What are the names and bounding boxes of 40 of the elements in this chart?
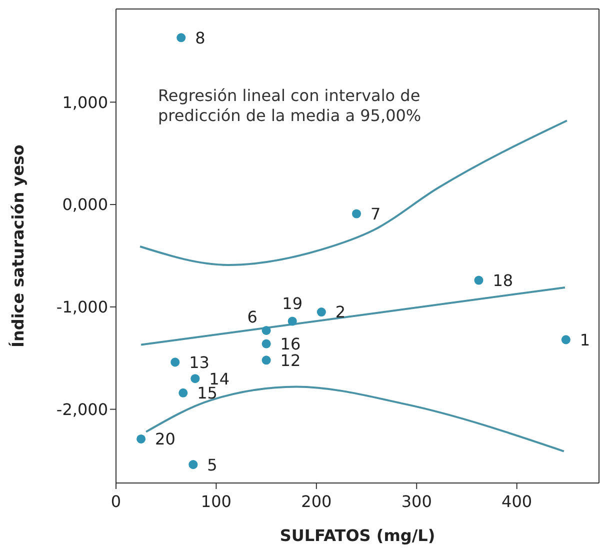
point (352, 209, 362, 218)
point (288, 316, 297, 326)
x-tick-label: 300 (401, 492, 432, 511)
annotation: 18 (492, 270, 514, 290)
point (561, 335, 570, 344)
point (474, 276, 484, 285)
point (262, 356, 271, 365)
x-tick-label: 100 (200, 492, 232, 511)
y-tick-label: 1,000 (62, 92, 108, 112)
annotation: 5 (207, 455, 218, 474)
x-tick-label: 400 (502, 492, 532, 511)
annotation: Regresión lineal con intervalo de predicción de la media a 95,00% (158, 86, 422, 126)
annotation: 12 (280, 350, 301, 370)
annotation: 19 (282, 294, 303, 314)
annotation: 7 (370, 204, 381, 224)
x-tick-label: 200 (301, 492, 332, 511)
point (316, 308, 326, 317)
point (176, 33, 186, 42)
line-series (145, 386, 565, 452)
annotation: 16 (280, 334, 301, 354)
annotation: 6 (247, 307, 258, 326)
annotation: 1 (580, 330, 590, 350)
y-tick-label: -1,000 (56, 298, 108, 317)
x-axis-title: SULFATOS (mg/L) (280, 526, 436, 545)
annotation: 20 (155, 430, 176, 449)
annotation: 15 (197, 384, 218, 403)
point (136, 434, 146, 444)
point (188, 460, 198, 470)
annotation: 2 (335, 302, 346, 322)
y-axis-title: Índice saturación yeso (8, 144, 28, 348)
point (190, 374, 200, 384)
x-tick-label: 0 (110, 492, 122, 511)
annotation: 8 (195, 28, 206, 48)
point (170, 358, 180, 367)
point (262, 339, 271, 348)
annotation: 13 (189, 352, 210, 372)
point (178, 388, 188, 398)
y-tick-label: 0,000 (62, 195, 108, 214)
point (262, 326, 271, 335)
y-tick-label: -2,000 (56, 400, 108, 419)
